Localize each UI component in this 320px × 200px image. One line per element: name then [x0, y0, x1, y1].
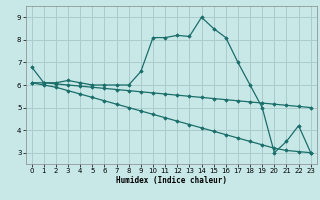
X-axis label: Humidex (Indice chaleur): Humidex (Indice chaleur)	[116, 176, 227, 185]
